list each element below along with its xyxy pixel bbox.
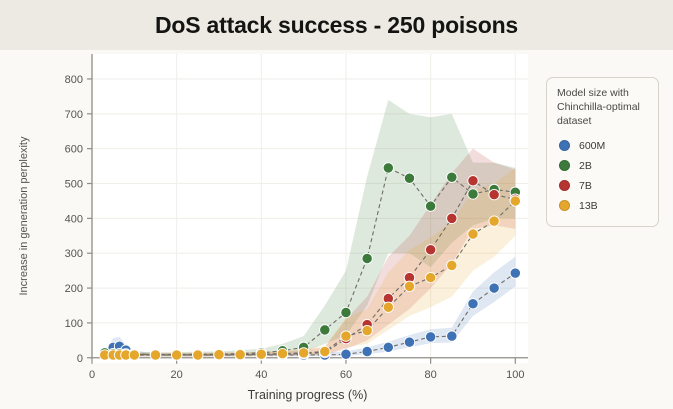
confidence-band-7b [104, 148, 516, 357]
plot-background [92, 54, 528, 363]
data-point-13b [382, 301, 394, 313]
data-point-13b [467, 228, 479, 240]
data-point-2b [340, 306, 352, 319]
legend-dot-icon [559, 140, 570, 152]
data-point-13b [509, 195, 521, 207]
legend-item-13b[interactable]: 13B [557, 196, 648, 216]
line-chart-plot: 0 100 200 300 400 500 600 700 800 0 20 40 60 80 100 [65, 54, 528, 381]
y-tick-label: 0 [77, 353, 83, 365]
y-tick-label: 400 [65, 213, 83, 225]
data-point-13b [319, 345, 331, 358]
legend-item-label: 13B [579, 199, 598, 212]
data-point-13b [361, 324, 373, 337]
y-tick-label: 500 [65, 179, 83, 191]
y-tick-label: 600 [65, 144, 83, 156]
data-point-600m [509, 267, 521, 279]
confidence-band-13b [104, 167, 516, 357]
data-point-2b [382, 162, 394, 174]
data-point-2b [319, 324, 331, 336]
data-point-7b [467, 175, 479, 187]
data-point-7b [488, 189, 500, 201]
x-tick-label: 60 [340, 369, 352, 381]
y-tick-label: 200 [65, 283, 83, 295]
legend-item-label: 600M [579, 139, 606, 152]
data-point-13b [192, 349, 204, 361]
legend-items: 600M 2B 7B 13B [557, 136, 648, 216]
data-point-7b [446, 212, 458, 225]
data-point-13b [149, 349, 162, 361]
data-point-13b [234, 348, 246, 361]
data-point-7b [424, 244, 437, 256]
y-tick-label: 700 [65, 109, 83, 121]
data-point-13b [128, 349, 140, 361]
data-point-600m [361, 345, 373, 358]
legend-item-7b[interactable]: 7B [557, 176, 648, 196]
legend-title: Model size with Chinchilla-optimal datas… [557, 87, 640, 127]
y-tick-label: 800 [65, 74, 83, 86]
legend-item-label: 2B [579, 159, 592, 172]
legend-dot-icon [559, 180, 570, 192]
data-point-13b [446, 259, 458, 272]
data-point-2b [361, 252, 373, 265]
data-point-600m [446, 330, 458, 342]
x-tick-label: 20 [171, 369, 183, 381]
legend-item-2b[interactable]: 2B [557, 156, 648, 176]
x-tick-label: 100 [506, 369, 524, 381]
y-tick-label: 300 [65, 248, 83, 260]
confidence-band-2b [104, 99, 516, 357]
data-point-13b [340, 330, 352, 342]
y-tick-label: 100 [65, 318, 83, 330]
page-title: DoS attack success - 250 poisons [154, 11, 519, 38]
data-point-600m [467, 298, 479, 310]
legend-item-label: 7B [579, 179, 592, 192]
data-point-13b [213, 348, 225, 361]
data-point-2b [467, 188, 479, 200]
data-point-600m [340, 348, 352, 360]
data-point-2b [446, 171, 458, 183]
x-axis-label: Training progress (%) [247, 388, 368, 402]
data-point-2b [403, 172, 416, 184]
data-point-13b [298, 347, 310, 359]
x-tick-label: 0 [89, 369, 95, 381]
data-point-600m [424, 331, 437, 343]
data-point-13b [424, 271, 437, 284]
legend-dot-icon [559, 200, 570, 212]
data-point-13b [276, 347, 289, 360]
data-point-600m [403, 336, 416, 348]
data-point-13b [403, 280, 416, 292]
x-tick-label: 40 [255, 369, 267, 381]
data-point-13b [255, 348, 267, 360]
chart-legend: Model size with Chinchilla-optimal datas… [546, 77, 659, 227]
header-band [0, 0, 673, 50]
data-point-2b [424, 200, 437, 212]
legend-dot-icon [559, 160, 570, 172]
data-point-13b [488, 215, 500, 227]
data-point-600m [382, 341, 394, 353]
x-tick-label: 80 [425, 369, 437, 381]
legend-item-600m[interactable]: 600M [557, 136, 648, 156]
data-point-600m [488, 282, 500, 294]
data-point-13b [171, 349, 183, 361]
